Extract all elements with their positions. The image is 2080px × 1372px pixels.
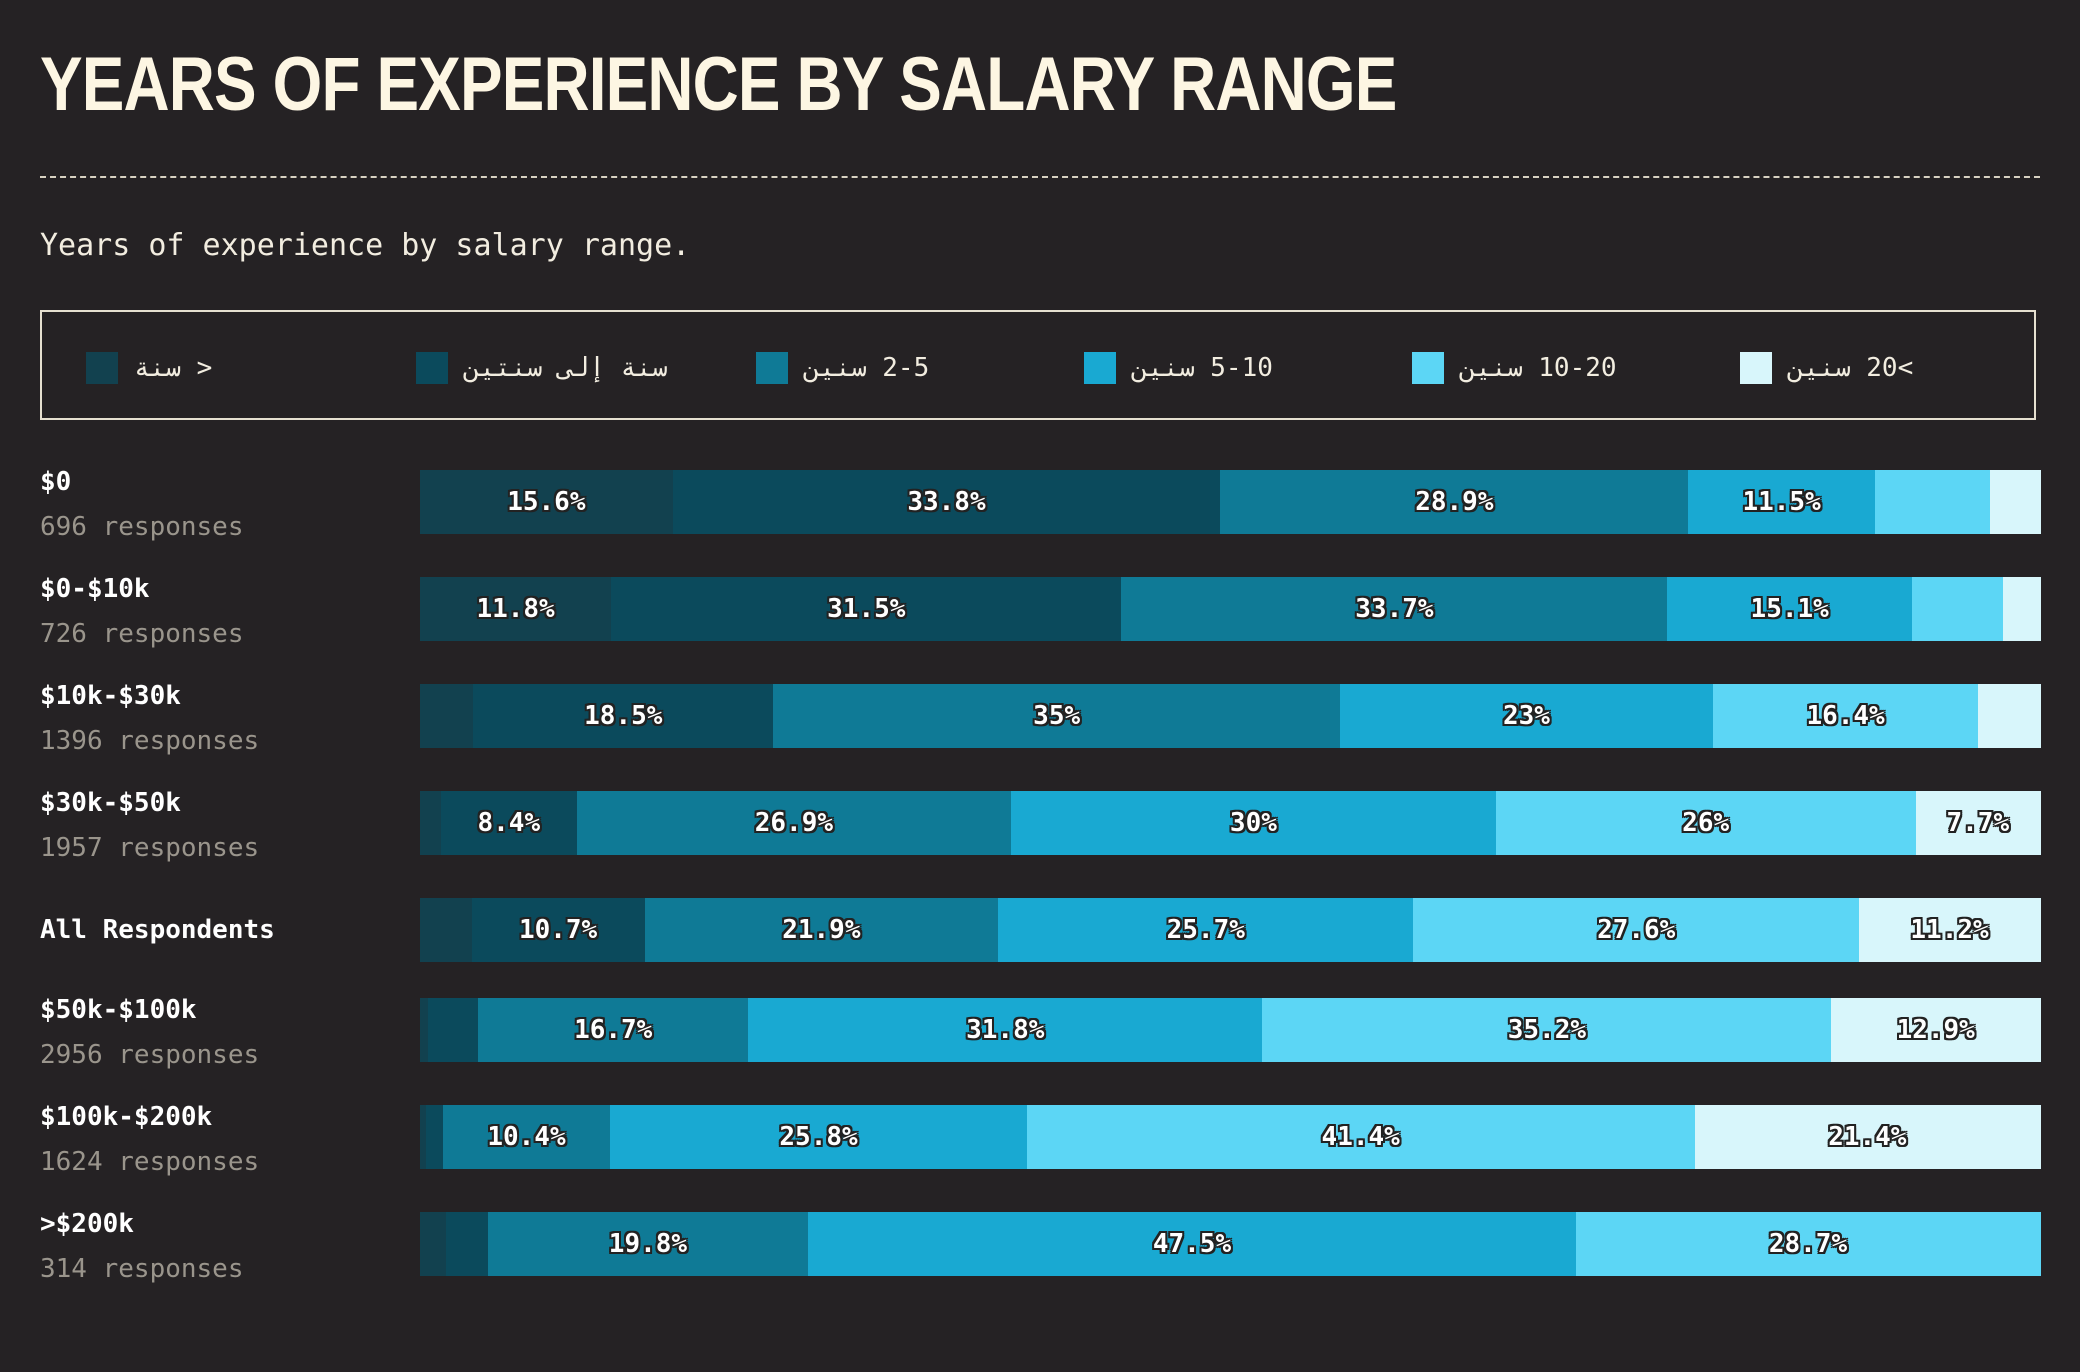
bar-segment[interactable] xyxy=(473,684,775,748)
bar-30k-50k: 8.4% 26.9% 30% 26% 7.7% xyxy=(420,791,2041,855)
legend-swatch xyxy=(756,352,788,384)
legend-swatch xyxy=(1740,352,1772,384)
bar-segment[interactable] xyxy=(420,1212,447,1276)
bar-segment[interactable] xyxy=(426,1105,444,1169)
bar-segment[interactable] xyxy=(487,1212,809,1276)
legend-item-10-20[interactable]: 10-20 سنين xyxy=(1412,352,1617,384)
row-response-count: 1957 responses xyxy=(40,833,260,863)
bar-segment[interactable] xyxy=(672,470,1222,534)
bar-segment[interactable] xyxy=(445,1212,489,1276)
bar-segment[interactable] xyxy=(420,577,612,641)
row-response-count: 726 responses xyxy=(40,619,244,649)
bar-segment[interactable] xyxy=(440,791,578,855)
row-label-0-10k: $0-$10k xyxy=(40,574,150,604)
legend-label: 10-20 سنين xyxy=(1460,353,1617,383)
bar-segment[interactable] xyxy=(998,898,1415,962)
chart-subtitle: Years of experience by salary range. xyxy=(40,228,691,263)
row-response-count: 696 responses xyxy=(40,512,244,542)
legend-swatch xyxy=(416,352,448,384)
row-response-count: 2956 responses xyxy=(40,1040,260,1070)
row-label-all-respondents: All Respondents xyxy=(40,915,275,945)
bar-segment[interactable] xyxy=(1413,898,1861,962)
row-label-100k-200k: $100k-$200k xyxy=(40,1102,213,1132)
row-label-50k-100k: $50k-$100k xyxy=(40,995,197,1025)
bar-segment[interactable] xyxy=(420,1105,427,1169)
bar-segment[interactable] xyxy=(644,898,1000,962)
bar-segment[interactable] xyxy=(1220,470,1690,534)
legend-item-5-10[interactable]: 5-10 سنين xyxy=(1084,352,1273,384)
legend-label: 5-10 سنين xyxy=(1132,353,1273,383)
legend-swatch xyxy=(1084,352,1116,384)
bar-segment[interactable] xyxy=(1026,1105,1696,1169)
bar-segment[interactable] xyxy=(1011,791,1498,855)
row-label-30k-50k: $30k-$50k xyxy=(40,788,181,818)
bar-segment[interactable] xyxy=(1495,791,1917,855)
bar-segment[interactable] xyxy=(1912,577,2005,641)
legend-label: 2-5 سنين xyxy=(804,353,930,383)
bar-segment[interactable] xyxy=(1831,998,2042,1062)
bar-segment[interactable] xyxy=(1575,1212,2041,1276)
bar-50k-100k: 16.7% 31.8% 35.2% 12.9% xyxy=(420,998,2042,1062)
bar-segment[interactable] xyxy=(420,998,429,1062)
bar-segment[interactable] xyxy=(442,1105,612,1169)
legend-label: >20 سنين xyxy=(1788,353,1914,383)
bar-200k: 19.8% 47.5% 28.7% xyxy=(420,1212,2041,1276)
bar-segment[interactable] xyxy=(1874,470,1991,534)
bar-segment[interactable] xyxy=(428,998,480,1062)
row-response-count: 1396 responses xyxy=(40,726,260,756)
bar-segment[interactable] xyxy=(1688,470,1876,534)
row-label-200k: >$200k xyxy=(40,1209,134,1239)
legend-item-over-20[interactable]: >20 سنين xyxy=(1740,352,1913,384)
bar-segment[interactable] xyxy=(611,577,1123,641)
row-response-count: 1624 responses xyxy=(40,1147,260,1177)
legend-item-2-5[interactable]: 2-5 سنين xyxy=(756,352,929,384)
bar-segment[interactable] xyxy=(773,684,1342,748)
bar-segment[interactable] xyxy=(1121,577,1669,641)
bar-segment[interactable] xyxy=(610,1105,1028,1169)
bar-segment[interactable] xyxy=(1859,898,2042,962)
bar-100k-200k: 10.4% 25.8% 41.4% 21.4% xyxy=(420,1105,2041,1169)
bar-segment[interactable] xyxy=(420,470,674,534)
bar-segment[interactable] xyxy=(420,791,442,855)
bar-segment[interactable] xyxy=(478,998,750,1062)
page-title: YEARS OF EXPERIENCE BY SALARY RANGE xyxy=(40,42,1397,127)
legend-swatch xyxy=(1412,352,1444,384)
bar-segment[interactable] xyxy=(576,791,1012,855)
bar-segment[interactable] xyxy=(1262,998,1833,1062)
row-label-0: $0 xyxy=(40,467,72,497)
bar-segment[interactable] xyxy=(420,898,473,962)
row-label-10k-30k: $10k-$30k xyxy=(40,681,181,711)
legend-label: < سنة xyxy=(134,353,213,383)
bar-all-respondents: 10.7% 21.9% 25.7% 27.6% 11.2% xyxy=(420,898,2042,962)
bar-segment[interactable] xyxy=(1340,684,1715,748)
bar-segment[interactable] xyxy=(1694,1105,2041,1169)
row-response-count: 314 responses xyxy=(40,1254,244,1284)
legend-swatch xyxy=(86,352,118,384)
title-divider xyxy=(40,176,2040,178)
bar-0: 15.6% 33.8% 28.9% 11.5% xyxy=(420,470,2041,534)
legend-label: سنة إلى سنتين xyxy=(464,353,668,383)
bar-segment[interactable] xyxy=(1978,684,2042,748)
legend-item-less-than-1[interactable]: < سنة xyxy=(86,352,212,384)
bar-10k-30k: 18.5% 35% 23% 16.4% xyxy=(420,684,2042,748)
bar-segment[interactable] xyxy=(748,998,1264,1062)
legend-item-1-2[interactable]: سنة إلى سنتين xyxy=(416,352,668,384)
bar-segment[interactable] xyxy=(1915,791,2041,855)
bar-segment[interactable] xyxy=(1667,577,1914,641)
bar-0-10k: 11.8% 31.5% 33.7% 15.1% xyxy=(420,577,2041,641)
bar-segment[interactable] xyxy=(2002,577,2041,641)
bar-segment[interactable] xyxy=(1989,470,2041,534)
bar-segment[interactable] xyxy=(420,684,474,748)
bar-segment[interactable] xyxy=(808,1212,1578,1276)
legend: < سنة سنة إلى سنتين 2-5 سنين 5-10 سنين 1… xyxy=(40,310,2036,420)
bar-segment[interactable] xyxy=(471,898,646,962)
bar-segment[interactable] xyxy=(1712,684,1980,748)
